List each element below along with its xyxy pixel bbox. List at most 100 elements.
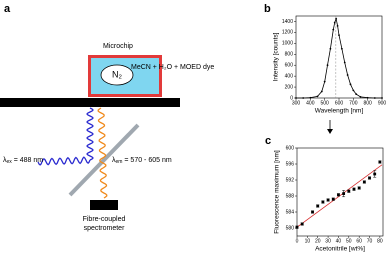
- x-tick-label: 800: [363, 100, 372, 106]
- spectrum-point: [336, 24, 339, 27]
- y-tick-label: 800: [285, 52, 294, 58]
- spectrum-point: [349, 83, 352, 86]
- y-tick-label: 0: [290, 95, 293, 101]
- plot-frame: [295, 15, 383, 99]
- subscript: em: [116, 159, 123, 165]
- spectrum-point: [295, 97, 297, 99]
- spectrum-point: [381, 97, 383, 99]
- y-tick-label: 400: [285, 73, 294, 79]
- gas-bubble: [100, 64, 134, 86]
- spectrum-point: [366, 96, 369, 99]
- arrow-head: [327, 129, 333, 134]
- data-point: [326, 198, 330, 202]
- spectrum-point: [333, 21, 336, 24]
- plot-frame: [296, 147, 384, 237]
- symbol: λ: [3, 157, 7, 164]
- spectrum-point: [309, 96, 312, 99]
- y-tick-label: 1400: [282, 19, 293, 25]
- y-tick-label: 588: [286, 193, 295, 199]
- x-tick-label: 30: [325, 238, 331, 244]
- y-tick-label: 1200: [282, 30, 293, 36]
- panel-label: a: [4, 3, 11, 15]
- x-tick-label: 400: [306, 100, 315, 106]
- x-tick-label: 20: [315, 238, 321, 244]
- x-tick-label: 60: [356, 238, 362, 244]
- data-point: [378, 160, 382, 164]
- y-tick-label: 600: [285, 63, 294, 69]
- microchip-label: Microchip: [103, 43, 133, 50]
- spectrum-point: [355, 93, 358, 96]
- panel-label: c: [265, 135, 271, 147]
- subscript: ex: [7, 159, 13, 165]
- x-tick-label: 70: [367, 238, 373, 244]
- y-tick-label: 592: [286, 177, 295, 183]
- gas-label: N₂: [112, 69, 122, 79]
- data-point: [352, 187, 356, 191]
- y-tick-label: 596: [286, 161, 295, 167]
- y-axis-title: Intensity [counts]: [273, 32, 280, 81]
- spectrum-point: [359, 96, 362, 98]
- excitation-label: λex = 488 nm: [3, 157, 43, 165]
- spectrum-point: [335, 17, 338, 20]
- data-point: [368, 176, 371, 180]
- x-axis-title: Wavelength [nm]: [315, 108, 364, 115]
- x-tick-label: 600: [335, 100, 344, 106]
- data-point: [295, 225, 299, 229]
- x-tick-label: 40: [336, 238, 342, 244]
- y-tick-label: 600: [286, 145, 295, 151]
- dichroic-mirror: [68, 123, 140, 197]
- x-tick-label: 10: [305, 238, 311, 244]
- x-tick-label: 500: [320, 100, 329, 106]
- spectrum-point: [320, 90, 323, 93]
- spectrum-line: [296, 17, 382, 99]
- spectrum-point: [343, 61, 346, 64]
- spectrum-point: [329, 47, 332, 50]
- spectrometer: [90, 200, 118, 210]
- x-tick-label: 300: [292, 100, 301, 106]
- chip-plate: [0, 98, 180, 107]
- detector-label: spectrometer: [84, 225, 126, 232]
- emission-label: λem = 570 - 605 nm: [112, 157, 172, 165]
- y-tick-label: 584: [286, 209, 295, 215]
- y-tick-label: 1000: [282, 41, 293, 47]
- data-point: [362, 180, 366, 184]
- data-point: [347, 189, 351, 193]
- data-point: [321, 200, 325, 204]
- detector-label: Fibre-coupled: [83, 216, 126, 223]
- x-tick-label: 900: [378, 100, 387, 106]
- x-axis-title: Acetonitrile [wt%]: [315, 246, 365, 253]
- spectrum-point: [340, 47, 343, 50]
- emission-beam: [97, 107, 108, 199]
- data-point: [311, 210, 314, 214]
- x-tick-label: 50: [346, 238, 352, 244]
- spectrum-point: [302, 97, 305, 99]
- data-point: [300, 222, 304, 226]
- spectrum-point: [338, 34, 340, 37]
- excitation-beam: [37, 107, 94, 166]
- value: = 570 - 605 nm: [122, 157, 171, 164]
- data-point: [342, 192, 346, 195]
- data-point: [316, 204, 320, 208]
- spectrum-point: [326, 64, 329, 67]
- spectrum-point: [323, 80, 326, 83]
- spectrum-point: [332, 28, 335, 31]
- data-point: [331, 197, 335, 201]
- spectrum-point: [346, 74, 349, 76]
- data-point: [373, 172, 377, 176]
- spectrum-point: [373, 97, 376, 99]
- value: = 488 nm: [12, 157, 43, 164]
- y-tick-label: 200: [285, 84, 294, 90]
- symbol: λ: [112, 157, 116, 164]
- x-tick-label: 700: [349, 100, 358, 106]
- y-axis-title: Fluorescence maximum [nm]: [274, 150, 281, 234]
- spectrum-point: [316, 95, 319, 98]
- solution-label: MeCN + H₂O + MOED dye: [131, 64, 214, 71]
- data-point: [337, 193, 340, 197]
- spectrum-point: [352, 89, 355, 92]
- x-tick-label: 0: [296, 238, 299, 244]
- data-point: [357, 186, 361, 190]
- panel-label: b: [264, 3, 271, 15]
- y-tick-label: 580: [286, 225, 295, 231]
- x-tick-label: 80: [377, 238, 383, 244]
